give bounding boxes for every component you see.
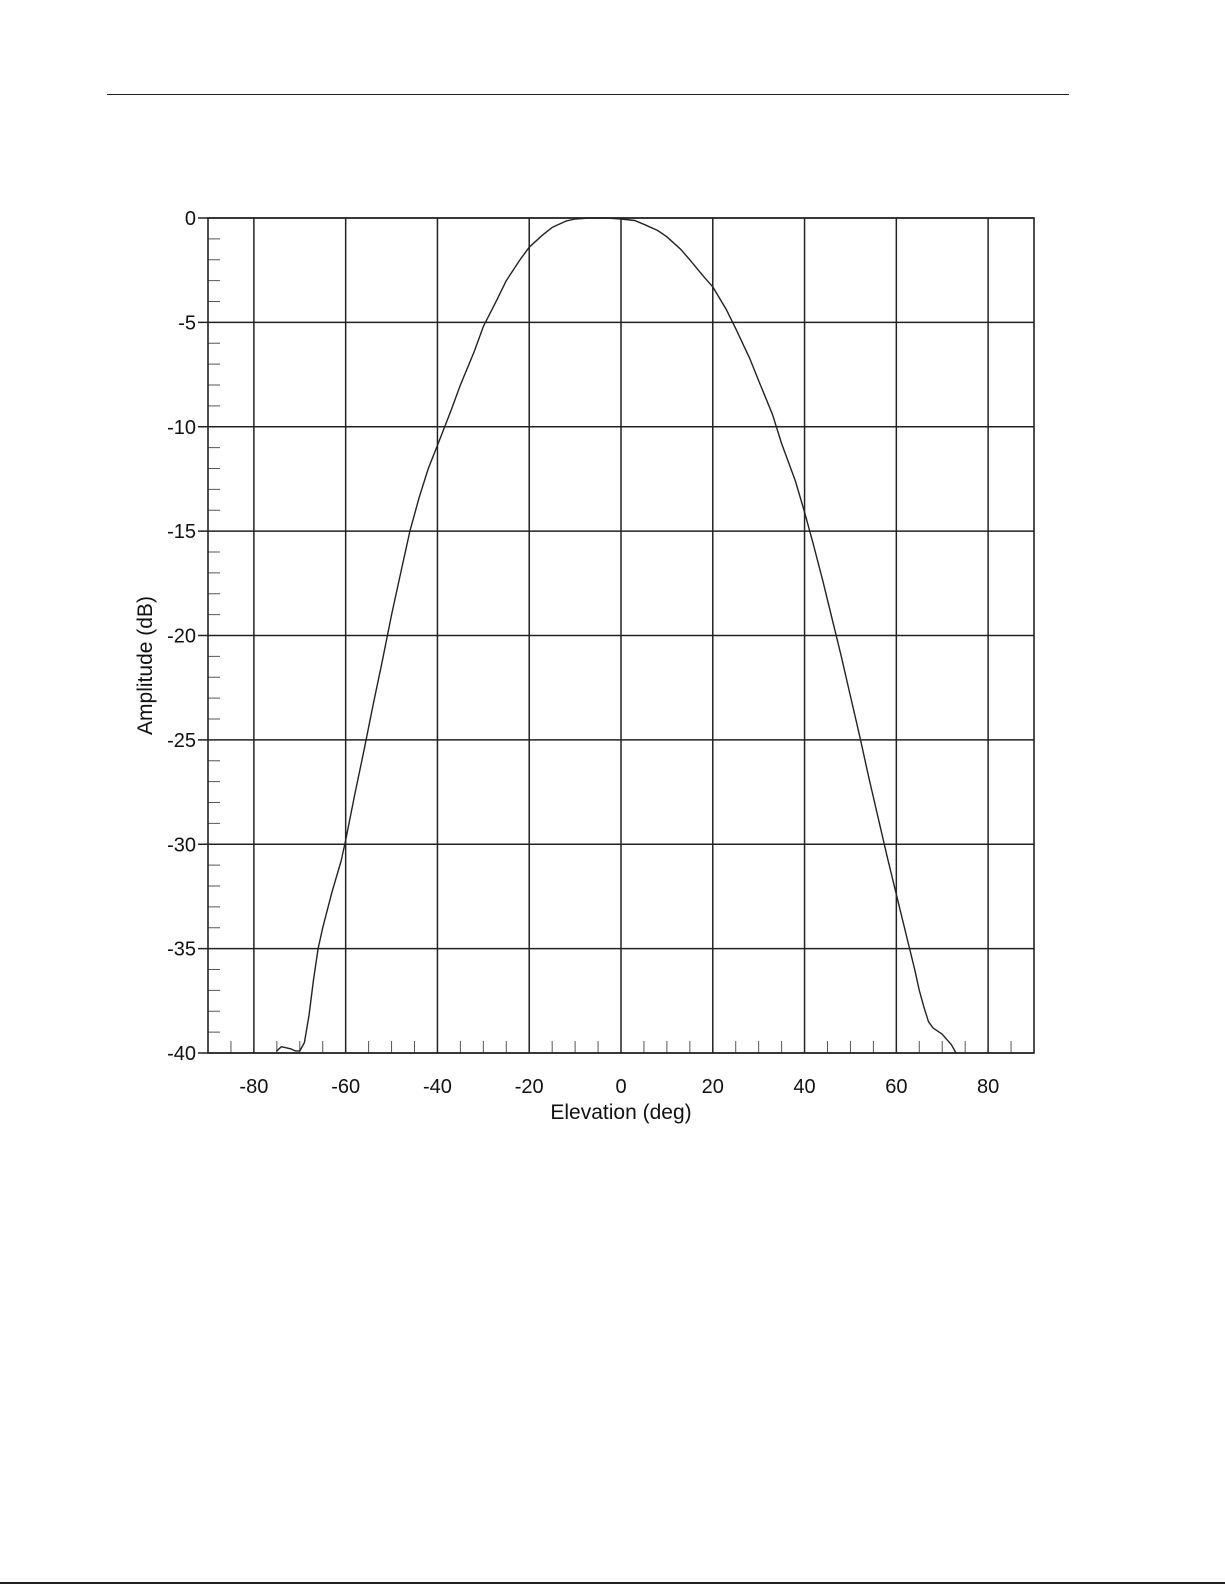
- series-layer: [276, 217, 957, 1054]
- plot-frame: [207, 217, 1035, 1054]
- x-tick-label: 40: [793, 1076, 815, 1098]
- x-tick-label: 80: [977, 1076, 999, 1098]
- x-tick-label: -40: [423, 1076, 452, 1098]
- x-tick-label: -80: [239, 1076, 268, 1098]
- x-tick-label: -20: [515, 1076, 544, 1098]
- y-tick-label: -20: [167, 626, 196, 648]
- header-rule: [107, 94, 1069, 95]
- y-tick-label: -35: [167, 939, 196, 961]
- x-tick-label: -60: [331, 1076, 360, 1098]
- y-tick-label: -15: [167, 521, 196, 543]
- x-axis-title: Elevation (deg): [550, 1101, 691, 1124]
- y-tick-label: -10: [167, 417, 196, 439]
- x-tick-label: 0: [615, 1076, 626, 1098]
- y-axis-title: Amplitude (dB): [134, 596, 157, 735]
- y-tick-label: -5: [178, 312, 196, 334]
- series-line-0: [276, 217, 957, 1054]
- y-tick-label: -25: [167, 730, 196, 752]
- x-tick-label: 60: [885, 1076, 907, 1098]
- y-tick-label: 0: [185, 208, 196, 230]
- y-tick-label: -40: [167, 1043, 196, 1065]
- minor-ticks: [208, 238, 1012, 1053]
- footer-rule: [0, 1582, 1225, 1584]
- x-tick-label: 20: [702, 1076, 724, 1098]
- y-tick-label: -30: [167, 834, 196, 856]
- y-tick-labels: 0 -5 -10 -15 -20 -25 -30 -35 -40: [167, 208, 196, 1065]
- x-tick-labels: -80 -60 -40 -20 0 20 40 60 80: [239, 1076, 999, 1098]
